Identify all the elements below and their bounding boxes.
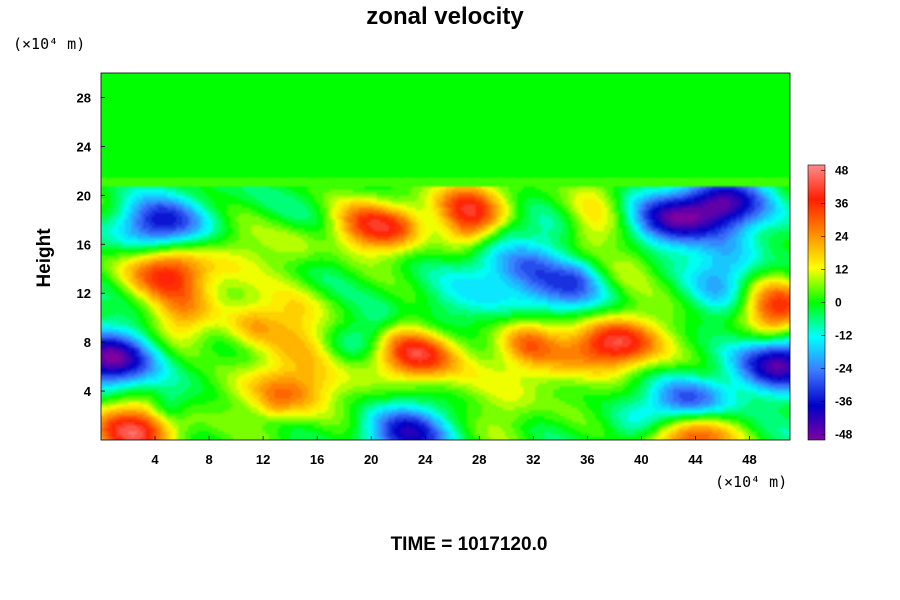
x-tick-label: 8 (205, 452, 212, 467)
colorbar-tick-label: -36 (835, 395, 853, 409)
colorbar-tick-label: 12 (835, 263, 849, 277)
y-axis-label: Height (34, 228, 55, 288)
x-tick-label: 40 (634, 452, 648, 467)
time-label: TIME = 1017120.0 (391, 534, 548, 555)
colorbar-tick-label: -48 (835, 428, 853, 442)
x-axis-ticks: 4 8 12 16 20 24 28 32 36 40 44 48 (151, 436, 757, 467)
x-tick-label: 16 (310, 452, 324, 467)
colorbar-tick-label: 36 (835, 197, 849, 211)
x-tick-label: 20 (364, 452, 378, 467)
y-axis-ticks: 4 8 12 16 20 24 28 (77, 90, 105, 399)
x-tick-label: 48 (742, 452, 756, 467)
x-tick-label: 44 (688, 452, 703, 467)
y-tick-label: 24 (77, 139, 92, 154)
y-unit-label: (×10⁴ m) (13, 35, 85, 53)
colorbar-tick-label: 0 (835, 296, 842, 310)
colorbar-tick-label: -24 (835, 362, 853, 376)
x-tick-label: 36 (580, 452, 594, 467)
x-tick-label: 12 (256, 452, 270, 467)
y-tick-label: 16 (77, 237, 91, 252)
plot-frame (100, 72, 791, 441)
heatmap-image (101, 73, 790, 440)
y-tick-label: 20 (77, 188, 91, 203)
x-tick-label: 4 (151, 452, 159, 467)
x-tick-label: 24 (418, 452, 433, 467)
y-tick-label: 8 (84, 335, 91, 350)
y-tick-label: 12 (77, 286, 91, 301)
colorbar-tick-label: 48 (835, 164, 849, 178)
x-unit-label: (×10⁴ m) (715, 473, 787, 491)
plot-area (100, 72, 791, 441)
y-tick-label: 28 (77, 90, 91, 105)
y-tick-label: 4 (84, 384, 92, 399)
x-tick-label: 28 (472, 452, 486, 467)
colorbar-tick-label: 24 (835, 230, 849, 244)
colorbar-tick-label: -12 (835, 329, 853, 343)
colorbar: 48 36 24 12 0 -12 -24 -36 -48 (807, 164, 853, 442)
colorbar-ticks: 48 36 24 12 0 -12 -24 -36 -48 (821, 164, 853, 442)
chart-title: zonal velocity (366, 3, 524, 30)
x-tick-label: 32 (526, 452, 540, 467)
